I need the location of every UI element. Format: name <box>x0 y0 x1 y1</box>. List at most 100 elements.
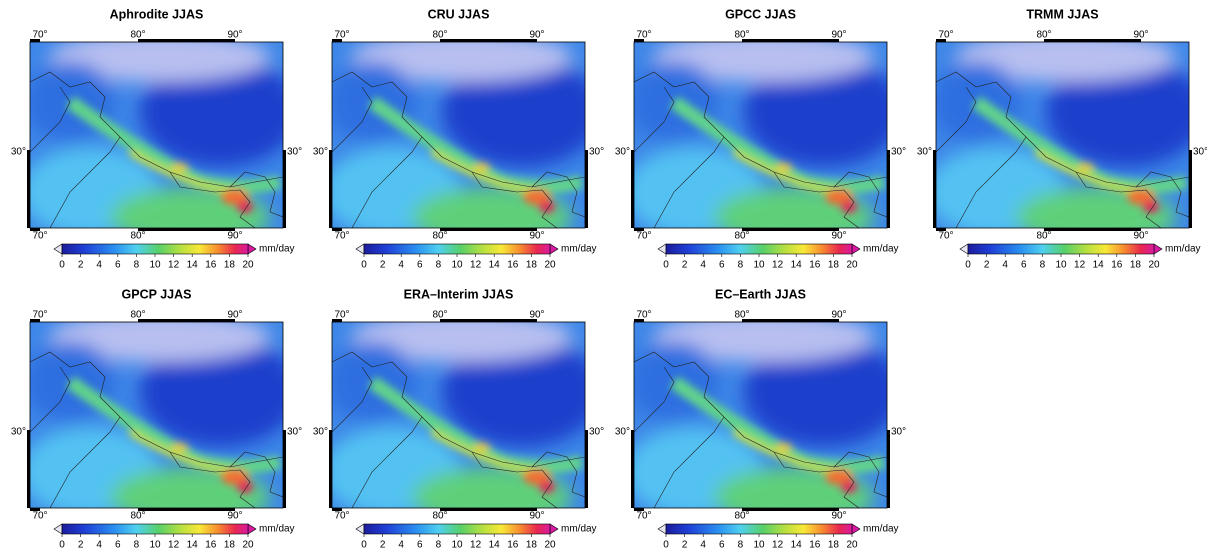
colorbar-tick-label: 2 <box>380 260 386 271</box>
lon-label: 80° <box>130 511 145 522</box>
lat-label: 30° <box>589 147 604 158</box>
colorbar-tick-label: 0 <box>361 260 367 271</box>
map-image <box>624 32 904 247</box>
colorbar <box>363 523 551 535</box>
colorbar-unit: mm/day <box>561 244 597 255</box>
colorbar-tick-label: 2 <box>78 540 84 551</box>
colorbar-tick-label: 2 <box>682 260 688 271</box>
lon-label: 80° <box>734 310 749 321</box>
colorbar-tick-label: 14 <box>187 540 199 551</box>
colorbar-tick-label: 4 <box>700 540 706 551</box>
colorbar-arrow <box>53 523 63 535</box>
panel-title: Aphrodite JJAS <box>110 7 204 21</box>
colorbar-tick-label: 20 <box>846 260 858 271</box>
lat-label: 30° <box>11 147 26 158</box>
lon-label: 90° <box>1133 231 1148 242</box>
colorbar-tick-label: 10 <box>753 260 765 271</box>
map-image <box>624 312 904 527</box>
colorbar-unit: mm/day <box>259 524 295 535</box>
colorbar <box>967 243 1155 255</box>
colorbar-tick-label: 4 <box>398 540 404 551</box>
colorbar-tick-label: 12 <box>470 260 482 271</box>
colorbar-tick-label: 8 <box>738 540 744 551</box>
lat-label: 30° <box>891 147 906 158</box>
colorbar-tick-label: 14 <box>489 260 501 271</box>
colorbar-arrow <box>549 243 559 255</box>
lon-label: 90° <box>529 310 544 321</box>
colorbar-arrow <box>851 523 861 535</box>
panel-title: EC–Earth JJAS <box>715 287 806 301</box>
colorbar-tick-label: 6 <box>719 260 725 271</box>
colorbar-arrow <box>355 523 365 535</box>
lon-label: 80° <box>432 511 447 522</box>
colorbar-tick-label: 8 <box>134 260 140 271</box>
colorbar-arrow <box>657 523 667 535</box>
colorbar-tick-label: 8 <box>134 540 140 551</box>
map-image <box>322 312 602 527</box>
colorbar-tick-label: 8 <box>436 260 442 271</box>
colorbar-tick-label: 4 <box>700 260 706 271</box>
lon-label: 80° <box>734 511 749 522</box>
colorbar-unit: mm/day <box>259 244 295 255</box>
colorbar-tick-label: 0 <box>361 540 367 551</box>
colorbar <box>61 523 249 535</box>
lon-label: 70° <box>334 231 349 242</box>
colorbar <box>61 243 249 255</box>
lat-label: 30° <box>917 147 932 158</box>
colorbar-tick-label: 10 <box>753 540 765 551</box>
lon-label: 90° <box>227 30 242 41</box>
colorbar-tick-label: 6 <box>719 540 725 551</box>
lon-label: 80° <box>1036 30 1051 41</box>
colorbar-tick-label: 10 <box>1055 260 1067 271</box>
lat-label: 30° <box>1193 147 1207 158</box>
lat-label: 30° <box>287 147 302 158</box>
lat-label: 30° <box>615 427 630 438</box>
lon-label: 80° <box>432 310 447 321</box>
map-image <box>20 32 300 247</box>
colorbar-tick-label: 14 <box>1093 260 1105 271</box>
lon-label: 90° <box>529 231 544 242</box>
lat-label: 30° <box>313 427 328 438</box>
lat-label: 30° <box>589 427 604 438</box>
colorbar-tick-label: 0 <box>59 260 65 271</box>
colorbar-tick-label: 20 <box>1148 260 1160 271</box>
panel-title: TRMM JJAS <box>1026 7 1098 21</box>
colorbar-arrow <box>851 243 861 255</box>
colorbar-tick-label: 18 <box>526 260 538 271</box>
colorbar-tick-label: 18 <box>224 260 236 271</box>
colorbar-tick-label: 2 <box>682 540 688 551</box>
lon-label: 90° <box>831 511 846 522</box>
lon-label: 80° <box>130 310 145 321</box>
lon-label: 90° <box>529 511 544 522</box>
lat-label: 30° <box>11 427 26 438</box>
lat-label: 30° <box>287 427 302 438</box>
lon-label: 70° <box>938 231 953 242</box>
colorbar-tick-label: 16 <box>205 540 217 551</box>
colorbar-arrow <box>1153 243 1163 255</box>
colorbar-tick-label: 20 <box>242 540 254 551</box>
colorbar-tick-label: 18 <box>828 540 840 551</box>
colorbar-tick-label: 4 <box>398 260 404 271</box>
lon-label: 80° <box>734 30 749 41</box>
lon-label: 70° <box>32 511 47 522</box>
lon-label: 70° <box>636 511 651 522</box>
lon-label: 70° <box>334 30 349 41</box>
colorbar-tick-label: 12 <box>772 540 784 551</box>
lon-label: 80° <box>734 231 749 242</box>
lon-label: 80° <box>130 231 145 242</box>
colorbar-tick-label: 14 <box>489 540 501 551</box>
colorbar-tick-label: 18 <box>828 260 840 271</box>
colorbar-tick-label: 18 <box>1130 260 1142 271</box>
colorbar-tick-label: 0 <box>663 260 669 271</box>
colorbar-tick-label: 10 <box>451 540 463 551</box>
lon-label: 90° <box>831 231 846 242</box>
colorbar-tick-label: 18 <box>224 540 236 551</box>
lon-label: 70° <box>32 310 47 321</box>
lon-label: 90° <box>831 310 846 321</box>
colorbar-tick-label: 6 <box>1021 260 1027 271</box>
colorbar-tick-label: 12 <box>1074 260 1086 271</box>
lat-label: 30° <box>313 147 328 158</box>
map-image <box>20 312 300 527</box>
colorbar-tick-label: 10 <box>451 260 463 271</box>
lon-label: 80° <box>432 30 447 41</box>
